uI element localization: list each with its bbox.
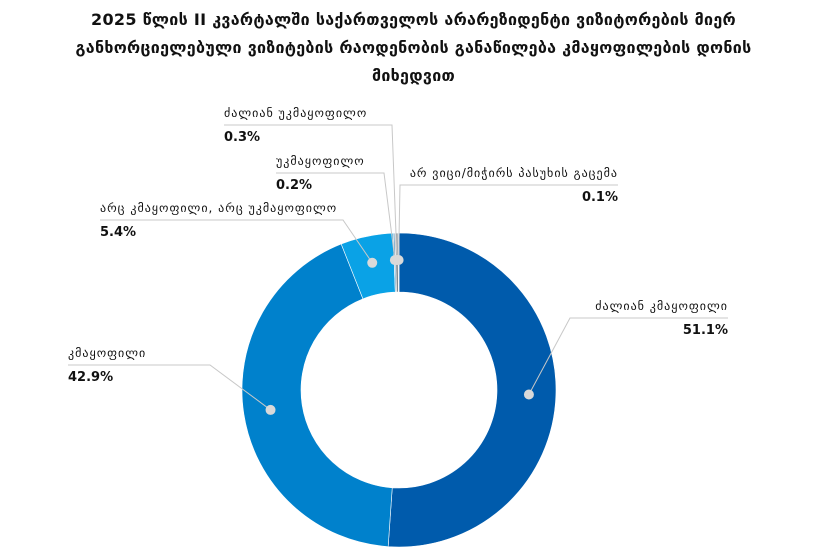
slice-3-label: არც კმაყოფილი, არც უკმაყოფილო	[100, 201, 337, 215]
slice-3-value-label: 5.4%	[100, 225, 136, 240]
slice-3-leader-line	[100, 219, 373, 264]
chart-title-line-2: განხორციელებული ვიზიტების რაოდენობის გან…	[75, 38, 752, 57]
slice-5-leader-line	[224, 124, 398, 261]
leader-lines	[68, 124, 728, 415]
slice-4-label: უკმაყოფილო	[276, 154, 365, 168]
chart-title-line-1: 2025 წლის II კვარტალში საქართველოს არარე…	[91, 10, 736, 29]
slice-1-arc	[387, 232, 557, 547]
slice-1-leader-line	[528, 317, 728, 395]
slice-4-leader-line	[276, 172, 396, 261]
slice-2-leader-line	[68, 364, 271, 411]
slice-2-arc	[241, 243, 393, 547]
slice-6-value-label: 0.1%	[582, 190, 618, 205]
slice-2-marker-dot	[265, 404, 276, 415]
chart-title-line-3: მიხედვით	[371, 66, 456, 85]
slice-2-value-label: 42.9%	[68, 370, 113, 385]
slice-5-label: ძალიან უკმაყოფილო	[224, 106, 367, 120]
chart-title: 2025 წლის II კვარტალში საქართველოს არარე…	[0, 6, 827, 90]
slice-5-value-label: 0.3%	[224, 130, 260, 145]
slice-1-marker-dot	[523, 389, 534, 400]
slice-1-label: ძალიან კმაყოფილი	[595, 299, 728, 313]
slice-4-value-label: 0.2%	[276, 178, 312, 193]
slice-2-label: კმაყოფილი	[68, 346, 146, 360]
slice-6-marker-dot	[393, 255, 404, 266]
slice-6-leader-line	[398, 184, 618, 261]
slice-1-value-label: 51.1%	[683, 323, 728, 338]
slice-6-label: არ ვიცი/მიჭირს პასუხის გაცემა	[410, 166, 618, 180]
slice-labels: ძალიან კმაყოფილი 51.1% კმაყოფილი 42.9% არც კ…	[68, 106, 728, 385]
slice-3-marker-dot	[367, 257, 378, 268]
donut-slices	[241, 232, 557, 547]
